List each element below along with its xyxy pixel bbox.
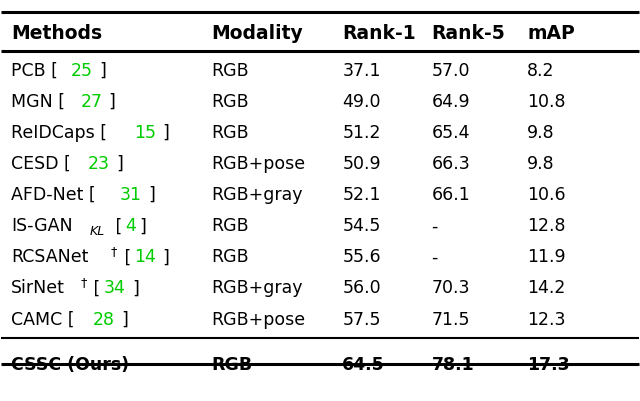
Text: ]: ] — [121, 310, 127, 328]
Text: RGB+gray: RGB+gray — [212, 279, 303, 297]
Text: 64.9: 64.9 — [431, 93, 470, 111]
Text: 31: 31 — [120, 186, 141, 204]
Text: ]: ] — [163, 248, 169, 266]
Text: 10.8: 10.8 — [527, 93, 566, 111]
Text: RGB+gray: RGB+gray — [212, 186, 303, 204]
Text: 28: 28 — [93, 310, 115, 328]
Text: AFD-Net [: AFD-Net [ — [11, 186, 95, 204]
Text: ]: ] — [132, 279, 139, 297]
Text: RGB+pose: RGB+pose — [212, 155, 306, 173]
Text: ]: ] — [116, 155, 123, 173]
Text: 64.5: 64.5 — [342, 355, 385, 373]
Text: 11.9: 11.9 — [527, 248, 566, 266]
Text: 65.4: 65.4 — [431, 124, 470, 142]
Text: IS-GAN: IS-GAN — [11, 217, 72, 235]
Text: [: [ — [88, 279, 100, 297]
Text: 52.1: 52.1 — [342, 186, 381, 204]
Text: -: - — [431, 248, 438, 266]
Text: 34: 34 — [104, 279, 126, 297]
Text: mAP: mAP — [527, 24, 575, 43]
Text: ]: ] — [109, 93, 115, 111]
Text: †: † — [80, 275, 86, 288]
Text: 57.0: 57.0 — [431, 62, 470, 80]
Text: [: [ — [109, 217, 122, 235]
Text: 9.8: 9.8 — [527, 155, 555, 173]
Text: 15: 15 — [134, 124, 156, 142]
Text: RGB: RGB — [212, 217, 250, 235]
Text: CAMC [: CAMC [ — [11, 310, 74, 328]
Text: 49.0: 49.0 — [342, 93, 381, 111]
Text: -: - — [431, 217, 438, 235]
Text: 14.2: 14.2 — [527, 279, 566, 297]
Text: 70.3: 70.3 — [431, 279, 470, 297]
Text: PCB [: PCB [ — [11, 62, 58, 80]
Text: RGB: RGB — [212, 355, 253, 373]
Text: MGN [: MGN [ — [11, 93, 65, 111]
Text: 8.2: 8.2 — [527, 62, 555, 80]
Text: 25: 25 — [71, 62, 93, 80]
Text: ]: ] — [99, 62, 106, 80]
Text: 9.8: 9.8 — [527, 124, 555, 142]
Text: 57.5: 57.5 — [342, 310, 381, 328]
Text: Rank-5: Rank-5 — [431, 24, 505, 43]
Text: RGB+pose: RGB+pose — [212, 310, 306, 328]
Text: CESD [: CESD [ — [11, 155, 70, 173]
Text: 51.2: 51.2 — [342, 124, 381, 142]
Text: ReIDCaps [: ReIDCaps [ — [11, 124, 107, 142]
Text: 12.8: 12.8 — [527, 217, 566, 235]
Text: 71.5: 71.5 — [431, 310, 470, 328]
Text: 14: 14 — [134, 248, 156, 266]
Text: Methods: Methods — [11, 24, 102, 43]
Text: 12.3: 12.3 — [527, 310, 566, 328]
Text: 55.6: 55.6 — [342, 248, 381, 266]
Text: 27: 27 — [81, 93, 102, 111]
Text: 4: 4 — [125, 217, 136, 235]
Text: 54.5: 54.5 — [342, 217, 381, 235]
Text: KL: KL — [90, 225, 106, 237]
Text: ]: ] — [163, 124, 170, 142]
Text: RGB: RGB — [212, 248, 250, 266]
Text: 10.6: 10.6 — [527, 186, 566, 204]
Text: ]: ] — [140, 217, 147, 235]
Text: 78.1: 78.1 — [431, 355, 474, 373]
Text: [: [ — [118, 248, 131, 266]
Text: RGB: RGB — [212, 93, 250, 111]
Text: CSSC (Ours): CSSC (Ours) — [11, 355, 129, 373]
Text: 56.0: 56.0 — [342, 279, 381, 297]
Text: SirNet: SirNet — [11, 279, 65, 297]
Text: 66.1: 66.1 — [431, 186, 470, 204]
Text: ]: ] — [148, 186, 155, 204]
Text: 50.9: 50.9 — [342, 155, 381, 173]
Text: Modality: Modality — [212, 24, 303, 43]
Text: RCSANet: RCSANet — [11, 248, 88, 266]
Text: 17.3: 17.3 — [527, 355, 570, 373]
Text: RGB: RGB — [212, 124, 250, 142]
Text: 66.3: 66.3 — [431, 155, 470, 173]
Text: 23: 23 — [88, 155, 109, 173]
Text: 37.1: 37.1 — [342, 62, 381, 80]
Text: RGB: RGB — [212, 62, 250, 80]
Text: †: † — [110, 244, 116, 257]
Text: Rank-1: Rank-1 — [342, 24, 416, 43]
